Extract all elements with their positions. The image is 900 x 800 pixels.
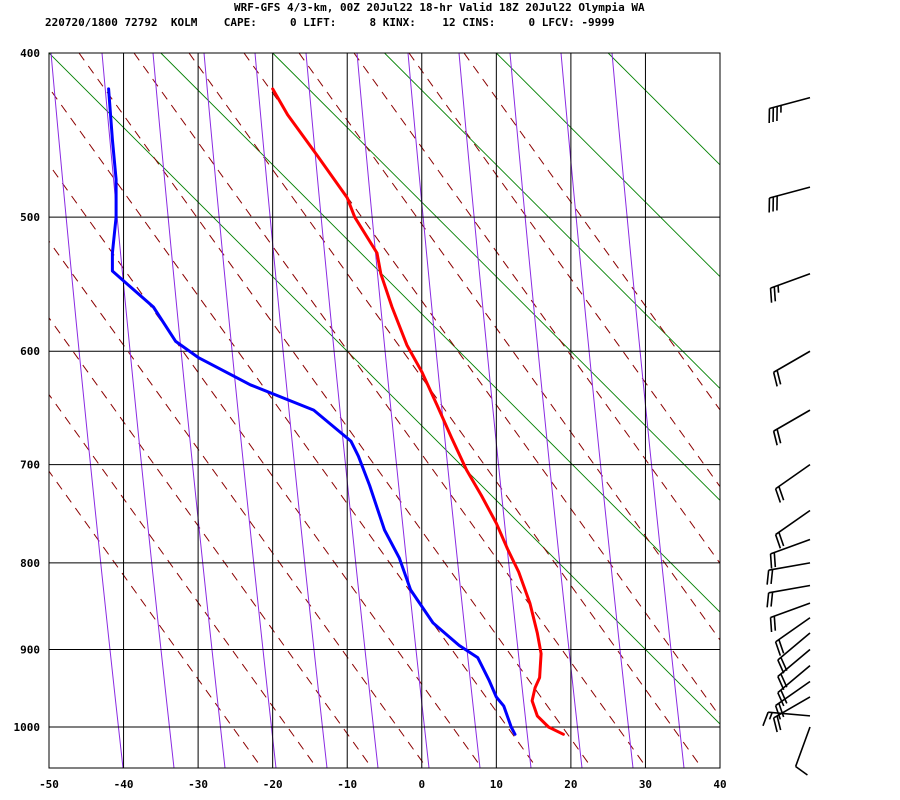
x-tick-label: -30: [188, 778, 208, 791]
guide-line-purple: [560, 53, 634, 768]
chart-title-line1: WRF-GFS 4/3-km, 00Z 20Jul22 18-hr Valid …: [234, 1, 645, 14]
guide-line-purple: [407, 53, 481, 768]
guide-line-dashed: [49, 86, 538, 768]
guide-line-dashed: [408, 53, 720, 488]
guide-line-green: [160, 53, 720, 613]
guide-line-green: [832, 53, 900, 800]
guide-line-green: [272, 53, 720, 501]
guide-line-green: [496, 53, 720, 278]
guide-line-dashed: [78, 53, 593, 768]
background-lines: [49, 53, 900, 800]
x-tick-label: 30: [639, 778, 652, 791]
y-tick-label: 1000: [14, 721, 41, 734]
x-tick-label: -50: [39, 778, 59, 791]
guide-line-purple: [356, 53, 430, 768]
guide-line-purple: [611, 53, 685, 768]
x-tick-label: -10: [337, 778, 357, 791]
x-tick-label: 40: [713, 778, 726, 791]
wind-barb: [769, 538, 811, 569]
guide-line-dashed: [463, 53, 720, 411]
guide-line-purple: [50, 53, 124, 768]
x-tick-label: 0: [418, 778, 425, 791]
guide-line-purple: [101, 53, 175, 768]
guide-line-green: [49, 53, 720, 725]
wind-barb: [777, 665, 811, 707]
x-tick-label: -20: [263, 778, 283, 791]
x-tick-label: 10: [490, 778, 503, 791]
wind-barb: [762, 711, 811, 727]
wind-barb: [768, 96, 811, 124]
y-tick-label: 700: [20, 459, 40, 472]
y-tick-label: 500: [20, 211, 40, 224]
wind-barb: [772, 350, 811, 387]
guide-line-purple: [203, 53, 277, 768]
chart-title-line2: 220720/1800 72792 KOLM CAPE: 0 LIFT: 8 K…: [45, 16, 615, 29]
y-tick-label: 800: [20, 557, 40, 570]
wind-barb: [772, 696, 811, 733]
x-tick-label: 20: [564, 778, 577, 791]
wind-barb: [766, 562, 811, 585]
x-tick-labels: -50 -40 -30 -20 -10 0 10 20 30 40: [39, 778, 727, 791]
guide-line-dashed: [49, 163, 483, 768]
guide-line-dashed: [49, 317, 373, 768]
plot-frame: [48, 52, 721, 769]
wind-barb: [769, 602, 811, 633]
guide-line-purple: [254, 53, 328, 768]
y-tick-label: 900: [20, 643, 40, 656]
dewpoint-profile-line: [107, 87, 517, 736]
wind-barb: [777, 632, 811, 674]
y-tick-labels: 400 500 600 700 800 900 1000: [14, 47, 41, 734]
guide-line-dashed: [353, 53, 720, 565]
wind-barb: [766, 584, 811, 608]
x-tick-label: -40: [114, 778, 134, 791]
wind-barb: [772, 409, 811, 446]
guide-line-green: [719, 53, 720, 54]
wind-barbs: [762, 96, 811, 776]
wind-barb: [774, 509, 811, 549]
y-tick-label: 600: [20, 345, 40, 358]
temperature-profile-line: [271, 87, 565, 736]
wind-barb: [769, 272, 811, 303]
y-tick-label: 400: [20, 47, 40, 60]
guide-line-dashed: [49, 240, 428, 768]
guide-line-dashed: [298, 53, 720, 641]
series-group: [107, 87, 565, 736]
guide-line-purple: [152, 53, 226, 768]
wind-barb: [774, 617, 811, 656]
guide-line-green: [607, 53, 720, 166]
guide-line-dashed: [133, 53, 648, 768]
guide-line-dashed: [49, 470, 263, 768]
grid: [48, 52, 721, 769]
wind-barb: [768, 186, 811, 213]
guide-line-green: [384, 53, 720, 390]
wind-barb: [774, 463, 811, 503]
guide-line-purple: [458, 53, 532, 768]
guide-line-dashed: [49, 393, 318, 768]
wind-barb: [794, 726, 811, 776]
guide-line-dashed: [188, 53, 703, 768]
